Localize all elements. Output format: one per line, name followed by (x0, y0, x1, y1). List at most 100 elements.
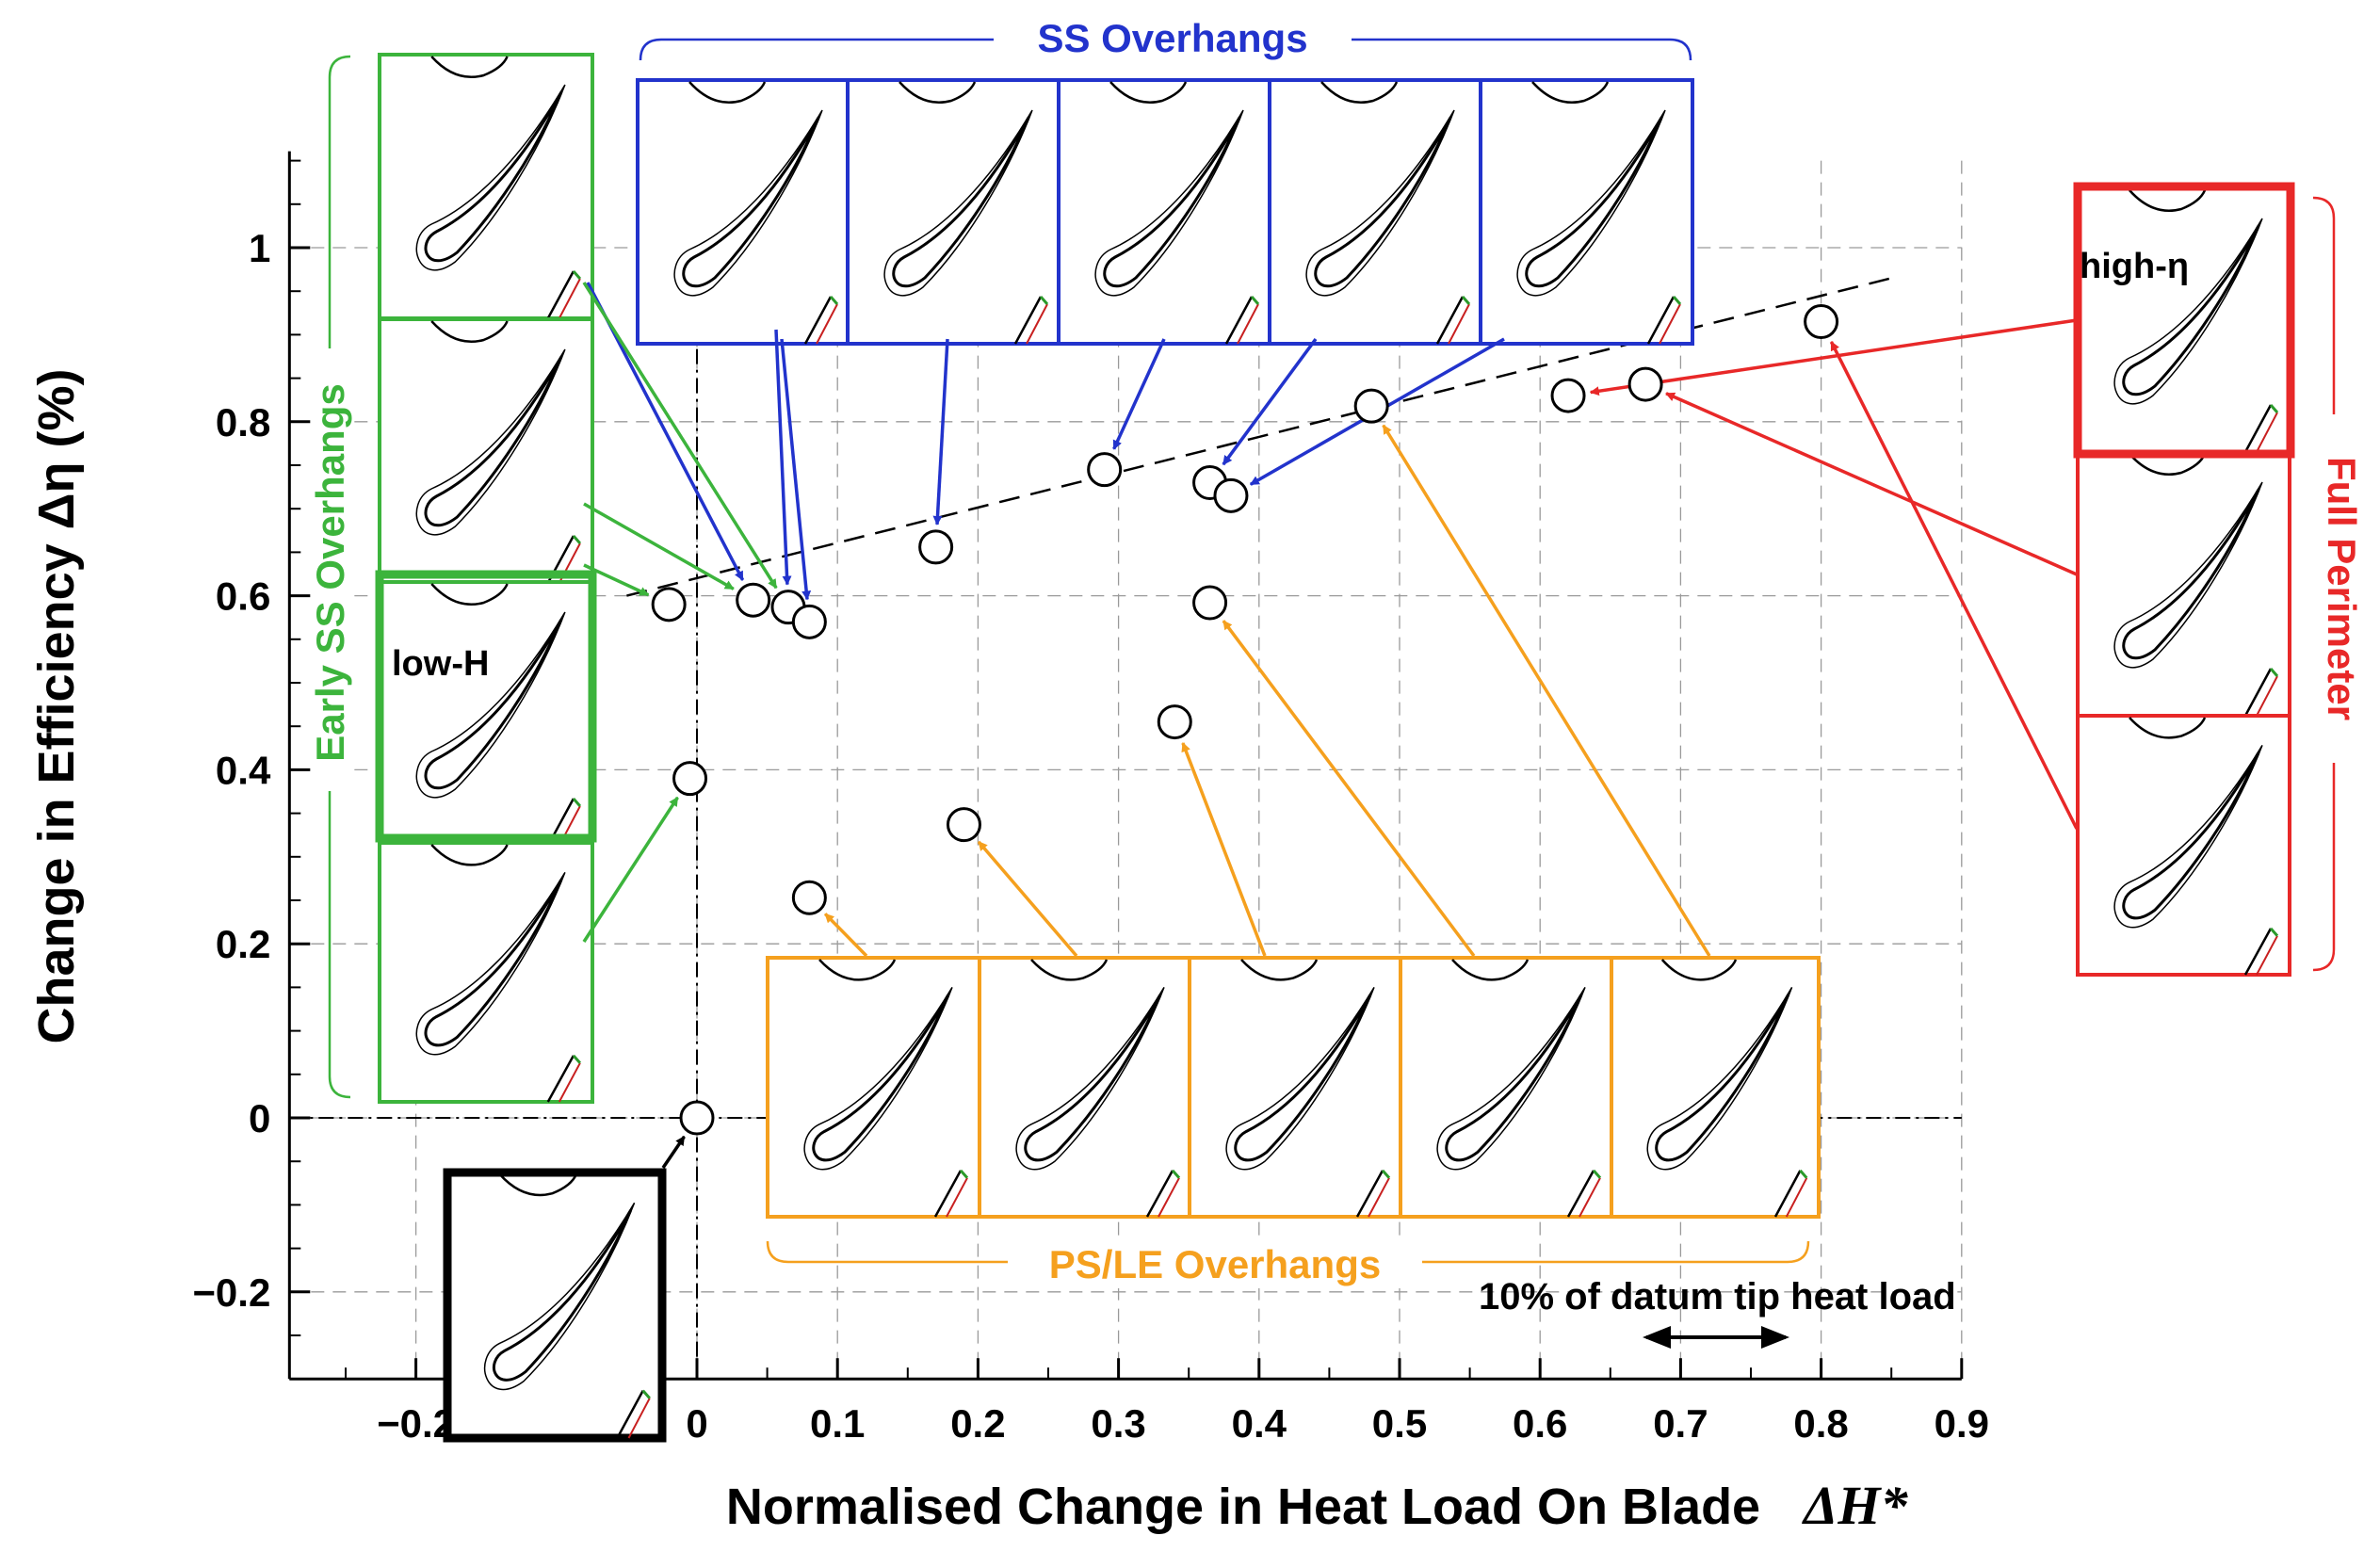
blade-next-edge (1435, 296, 1465, 345)
blade-next-edge (546, 270, 575, 319)
blade-next-edge-green (572, 535, 582, 544)
blade-top-tip (1531, 81, 1610, 105)
blade-next-edge-red (1579, 1177, 1601, 1218)
blade-thumbnail (846, 78, 1061, 346)
blade-next-edge-red (1368, 1177, 1390, 1218)
arrow-full-perimeter (1829, 341, 2079, 830)
blade-thumbnail (1399, 956, 1614, 1219)
blade-thumbnail (2076, 714, 2291, 977)
y-tick-label: 0.8 (216, 400, 270, 445)
x-tick-label: 0.7 (1653, 1401, 1708, 1446)
blade-profile (424, 91, 563, 263)
blade-thumbnail (1188, 956, 1403, 1219)
y-axis-title: Change in Efficiency Δη (%) (28, 369, 85, 1044)
blade-next-edge-red (2256, 675, 2278, 717)
label-plate (1008, 1241, 1422, 1288)
arrow-ps-le-overhangs (977, 840, 1078, 958)
blade-thumbnail (378, 580, 594, 848)
blade-top-tip (498, 1173, 577, 1197)
x-axis-symbol: ΔH* (1802, 1475, 1908, 1536)
blade-profile (1234, 994, 1372, 1162)
blade-next-edge (1566, 1170, 1595, 1218)
blade-next-edge (1773, 1170, 1802, 1218)
blade-thumbnail (2076, 450, 2291, 718)
blade-next-edge-green (2269, 404, 2279, 413)
blade-next-edge-green (1171, 1169, 1181, 1179)
y-tick-label: 0 (249, 1096, 270, 1140)
x-tick-label: −0.2 (377, 1401, 455, 1446)
arrow-ss-overhangs (780, 338, 812, 601)
blade-top-tip (899, 81, 977, 105)
blade-next-edge-red (558, 1062, 581, 1103)
blade-profile (1655, 994, 1790, 1162)
blade-next-edge (1013, 296, 1043, 345)
arrow-datum (661, 1135, 686, 1169)
trend-line-layer (626, 277, 1892, 597)
scale-arrowhead-right (1761, 1326, 1789, 1349)
blade-next-edge-green (572, 1054, 582, 1064)
blade-top-tip (2129, 189, 2207, 213)
blade-casing (673, 109, 823, 297)
blade-next-edge (1224, 296, 1254, 345)
blade-top-tip (1660, 959, 1738, 981)
blade-top-tip (818, 959, 897, 981)
blade-top-tip (2129, 717, 2207, 739)
blade-profile (1103, 117, 1241, 288)
blade-next-edge-green (959, 1169, 969, 1179)
blade-profile (2122, 752, 2260, 920)
blade-thumbnail (378, 53, 594, 320)
blade-profile (1314, 117, 1452, 288)
blade-profile (1445, 994, 1583, 1162)
blade-thumbnail (978, 956, 1193, 1219)
blade-next-edge-green (1381, 1169, 1391, 1179)
blade-next-edge-red (1785, 1177, 1808, 1218)
data-point (651, 587, 687, 622)
blade-next-edge-green (2269, 927, 2279, 937)
data-point (1157, 704, 1192, 740)
blade-thumbnail (378, 841, 594, 1104)
blade-casing (415, 611, 566, 799)
blade-next-edge-green (2269, 668, 2279, 677)
blade-casing (415, 84, 566, 271)
blade-casing (1436, 987, 1586, 1171)
blade-profile (682, 117, 820, 288)
blade-thumbnail (766, 956, 981, 1219)
blade-next-edge-green (641, 1389, 651, 1399)
blade-casing (1225, 987, 1375, 1171)
arrow-early-ss-overhangs (582, 796, 679, 943)
blade-top-tip (1451, 959, 1530, 981)
blade-next-edge-red (1659, 303, 1681, 345)
blade-next-edge-red (558, 278, 581, 319)
label-plate (311, 348, 350, 791)
arrow-ss-overhangs (932, 338, 949, 525)
blade-top-tip (430, 320, 509, 344)
blade-top-tip (1109, 81, 1188, 105)
blade-thumbnail (443, 1168, 667, 1443)
blade-casing (415, 348, 566, 536)
blade-next-edge-green (1039, 296, 1049, 305)
blade-casing (415, 872, 566, 1056)
blade-next-edge-red (1026, 303, 1048, 345)
blade-next-edge (933, 1170, 963, 1218)
arrow-ps-le-overhangs (823, 913, 868, 958)
blade-casing (2113, 481, 2263, 669)
blade-thumbnail (1268, 78, 1483, 346)
blade-next-edge (1646, 296, 1676, 345)
data-point (946, 807, 981, 843)
blade-top-tip (1320, 81, 1399, 105)
data-point (1627, 366, 1663, 402)
arrow-ps-le-overhangs (1382, 424, 1711, 957)
blade-next-edge-green (572, 798, 582, 807)
high-eta-highlight-frame (2073, 182, 2295, 459)
data-point (1213, 477, 1249, 513)
blade-thumbnail (636, 78, 851, 346)
blade-next-edge-red (946, 1177, 968, 1218)
data-points (651, 304, 1839, 1136)
blade-casing (2113, 218, 2263, 405)
blade-next-edge-green (829, 296, 839, 305)
high-eta-label: high-η (2080, 247, 2189, 286)
blade-thumbnail (2076, 186, 2291, 454)
blade-profile (424, 619, 563, 790)
blade-casing (1094, 109, 1244, 297)
